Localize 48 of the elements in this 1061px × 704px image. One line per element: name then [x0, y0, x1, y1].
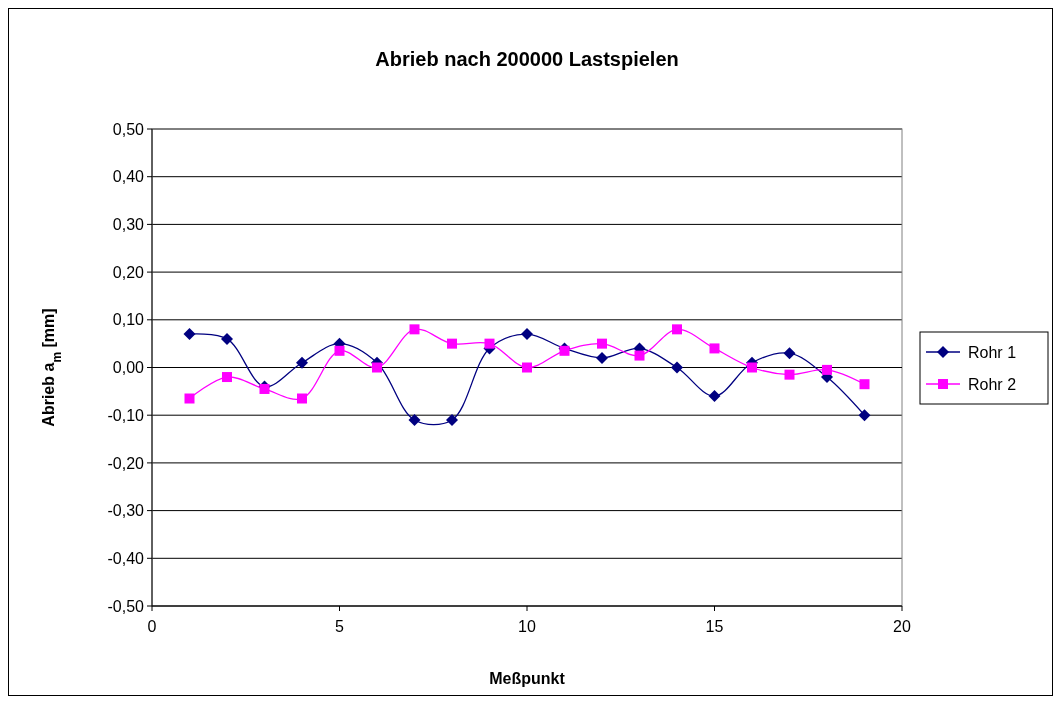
y-tick-label: -0,20 [107, 454, 145, 472]
x-axis-title: Meßpunkt [489, 670, 566, 687]
point [672, 324, 682, 335]
point [222, 372, 232, 383]
y-tick-label: 0,00 [112, 359, 145, 377]
legend-label: Rohr 2 [968, 375, 1017, 393]
y-tick-label: 0,40 [112, 168, 145, 186]
point [447, 338, 457, 349]
y-tick-label: -0,30 [107, 502, 145, 520]
point [484, 338, 495, 349]
point [221, 332, 233, 345]
point [671, 361, 683, 374]
point [297, 393, 307, 404]
x-tick-label: 5 [335, 618, 345, 635]
y-tick-label: 0,10 [112, 311, 145, 329]
point [634, 350, 645, 361]
point [859, 379, 870, 390]
legend-label: Rohr 1 [968, 343, 1017, 361]
x-tick-label: 20 [893, 618, 911, 635]
y-tick-label: -0,50 [107, 597, 145, 615]
y-tick-label: -0,40 [107, 549, 145, 567]
y-tick-label: 0,20 [112, 263, 145, 281]
point [522, 362, 532, 373]
y-tick-label: 0,50 [112, 120, 145, 138]
point [783, 347, 796, 360]
point [446, 413, 458, 426]
point [296, 356, 308, 369]
point [521, 328, 533, 341]
chart-title: Abrieb nach 200000 Lastspielen [375, 48, 679, 70]
point [184, 393, 195, 404]
point [183, 328, 196, 341]
point [747, 362, 757, 373]
point [858, 409, 871, 422]
x-tick-label: 10 [518, 618, 536, 635]
point [822, 364, 832, 375]
point [784, 369, 795, 380]
point [409, 324, 420, 335]
point [372, 362, 382, 373]
point [596, 351, 608, 364]
point [709, 343, 720, 354]
x-tick-label: 0 [147, 618, 157, 635]
point [334, 345, 345, 356]
point [408, 413, 421, 426]
y-tick-label: -0,10 [107, 406, 145, 424]
point [708, 390, 721, 403]
x-tick-label: 15 [705, 618, 724, 635]
point [597, 338, 607, 349]
y-tick-label: 0,30 [112, 216, 145, 233]
